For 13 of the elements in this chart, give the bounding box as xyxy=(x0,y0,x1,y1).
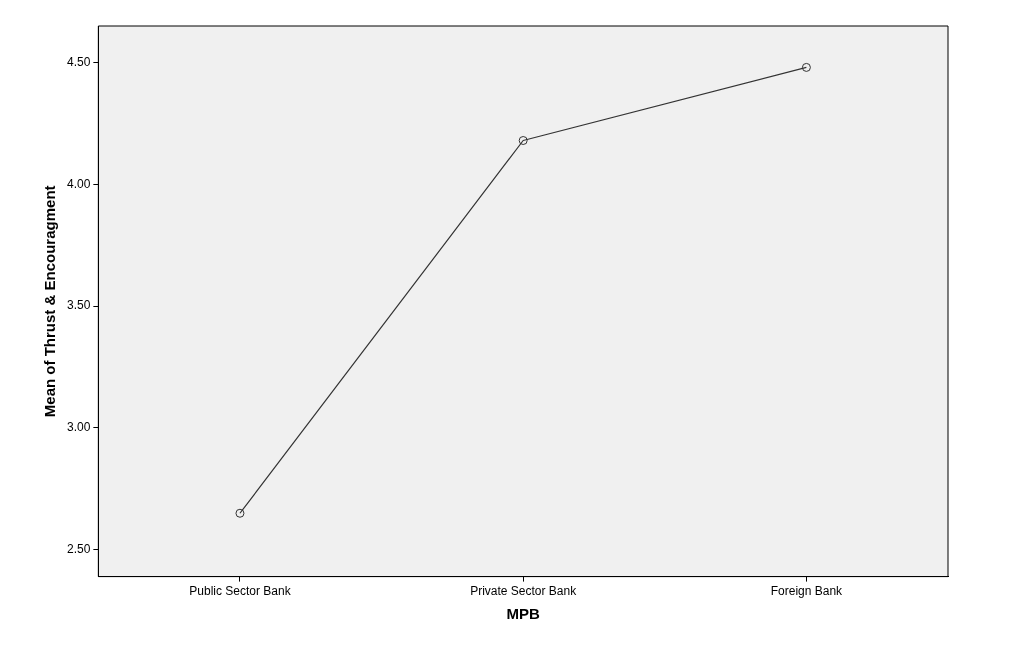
point xyxy=(518,136,528,146)
x-tick-label: Foreign Bank xyxy=(770,584,844,599)
point xyxy=(235,508,245,518)
y-tick-label: 4.50 xyxy=(67,54,91,69)
y-tick-label: 3.00 xyxy=(67,420,91,435)
point xyxy=(801,62,811,72)
x-axis-title: MPB xyxy=(506,605,541,623)
y-axis-title: Mean of Thrust & Encouragment xyxy=(41,185,59,418)
x-tick-label: Private Sector Bank xyxy=(470,584,578,599)
y-tick-label: 4.00 xyxy=(67,176,91,191)
x-tick-label: Public Sector Bank xyxy=(189,584,292,599)
y-tick-label: 3.50 xyxy=(67,298,91,313)
y-tick-label: 2.50 xyxy=(67,542,91,557)
